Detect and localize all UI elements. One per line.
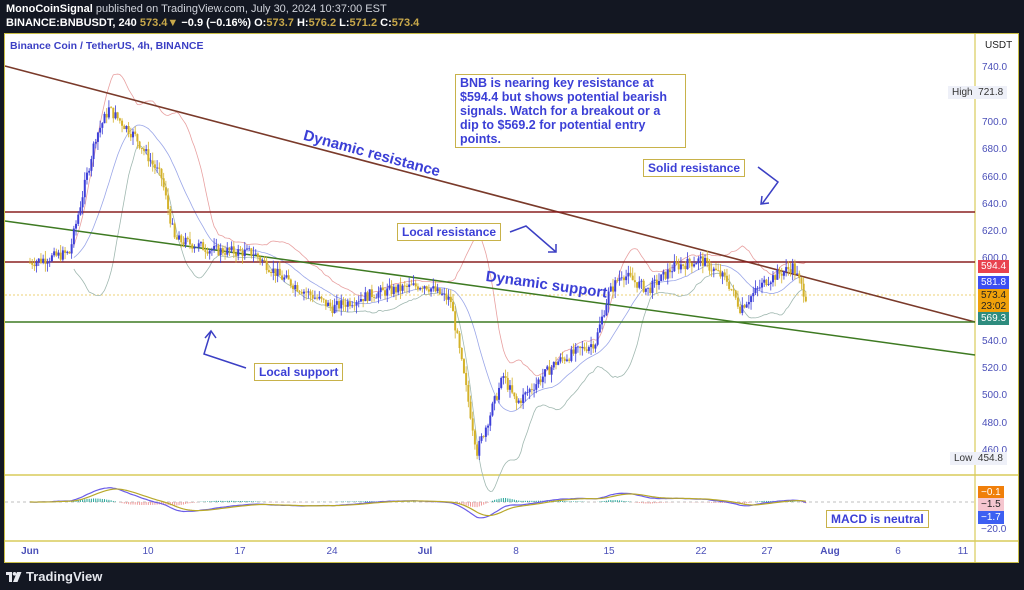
local-resistance-note: Local resistance [397, 223, 502, 241]
time-tick: Jun [21, 546, 39, 557]
publish-info: MonoCoinSignal published on TradingView.… [6, 3, 387, 15]
tradingview-icon [6, 571, 22, 582]
solid-resistance-arrow-icon [757, 166, 780, 205]
tradingview-logo[interactable]: TradingView [6, 569, 102, 584]
time-tick: Jul [417, 546, 433, 557]
currency-label: USDT [985, 40, 1013, 51]
macd-tag: −1.5 [978, 498, 1004, 511]
local-support-arrow-icon [203, 330, 247, 369]
time-tick: 6 [895, 546, 901, 557]
price-tick: 740.0 [982, 62, 1008, 73]
macd-tag: −0.1 [978, 486, 1004, 499]
open-value: 573.7 [266, 17, 294, 29]
last-price: 573.4 [139, 17, 168, 29]
time-tick: 11 [957, 546, 969, 557]
open-label: O: [254, 17, 267, 29]
macd-tag: −20.0 [981, 524, 1007, 535]
tradingview-wordmark: TradingView [26, 569, 103, 584]
time-tick: 8 [513, 546, 519, 557]
price-tick: 640.0 [982, 199, 1008, 210]
chart-title: Binance Coin / TetherUS, 4h, BINANCE [10, 40, 204, 52]
price-change: −0.9 (−0.16%) [181, 17, 252, 29]
price-tick: 660.0 [982, 172, 1008, 183]
close-label: C: [380, 17, 392, 29]
low-marker: Low 454.8 [950, 452, 1007, 465]
price-tag: 581.8 [978, 276, 1010, 289]
price-tick: 520.0 [982, 363, 1008, 374]
time-tick: 15 [603, 546, 615, 557]
high-marker: High 721.8 [948, 86, 1008, 99]
solid-resistance-note: Solid resistance [643, 159, 746, 177]
low-label: Low [954, 453, 973, 464]
symbol-info: BINANCE:BNBUSDT, 240 573.4▼ −0.9 (−0.16%… [6, 17, 419, 29]
time-tick: 24 [326, 546, 338, 557]
price-tag: 594.4 [978, 260, 1010, 273]
time-tick: 27 [761, 546, 773, 557]
low-value: 571.2 [349, 17, 378, 29]
price-tick: 700.0 [982, 117, 1008, 128]
price-tick: 480.0 [982, 418, 1008, 429]
local-support-note: Local support [254, 363, 344, 381]
analysis-note: BNB is nearing key resistance at $594.4 … [455, 74, 686, 148]
price-tick: 540.0 [982, 336, 1008, 347]
macd-note: MACD is neutral [826, 510, 929, 528]
price-tag: 569.3 [978, 312, 1010, 325]
high-label: High [952, 87, 973, 98]
annotation-arrows [203, 166, 780, 369]
price-tick: 500.0 [982, 390, 1008, 401]
close-value: 573.4 [391, 17, 420, 29]
price-tick: 620.0 [982, 226, 1008, 237]
price-tick: 600.0 [982, 253, 1008, 264]
high-label: H: [296, 17, 309, 29]
low-label: L: [339, 17, 350, 29]
dynamic-resistance-line [4, 65, 976, 323]
price-tag: 23:02 [978, 300, 1010, 313]
low-value: 454.8 [977, 453, 1003, 464]
price-tick: 460.0 [982, 445, 1008, 456]
time-tick: 17 [234, 546, 246, 557]
time-tick: Aug [820, 546, 840, 557]
down-arrow-icon: ▼ [167, 17, 179, 29]
local-resistance-arrow-icon [509, 225, 557, 253]
time-tick: 22 [695, 546, 707, 557]
high-value: 576.2 [308, 17, 337, 29]
time-tick: 10 [142, 546, 154, 557]
macd-tag: −1.7 [978, 511, 1004, 524]
symbol: BINANCE:BNBUSDT, 240 [6, 17, 137, 29]
published-text: published on TradingView.com, July 30, 2… [95, 3, 387, 15]
publisher-name[interactable]: MonoCoinSignal [6, 3, 93, 15]
price-tick: 680.0 [982, 144, 1008, 155]
price-tag: 573.4 [978, 289, 1010, 302]
high-value: 721.8 [978, 87, 1004, 98]
dynamic-support-line [4, 220, 976, 356]
